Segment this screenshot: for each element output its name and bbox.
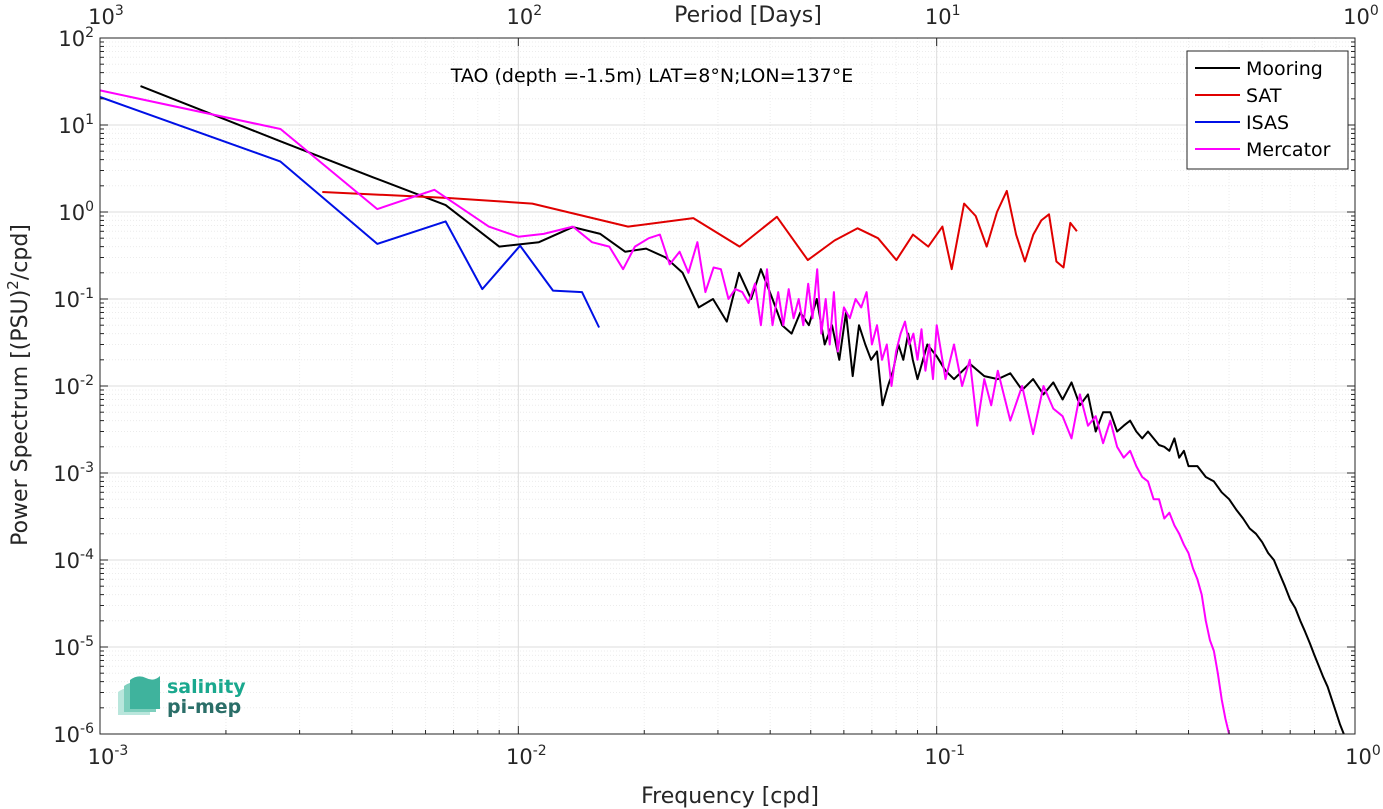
series-line-mooring <box>140 85 1345 735</box>
y-tick-label: 100 <box>58 199 94 225</box>
chart-annotation: TAO (depth =-1.5m) LAT=8°N;LON=137°E <box>450 65 854 87</box>
y-tick-label-base: 10 <box>53 375 80 399</box>
x-tick-label-exponent: -3 <box>114 743 128 759</box>
x-axis-label: Frequency [cpd] <box>641 784 819 809</box>
x-tick-label-base: 10 <box>88 745 115 769</box>
y-tick-label-exponent: -5 <box>80 634 94 650</box>
y-tick-label-base: 10 <box>58 27 85 51</box>
y-tick-label: 101 <box>58 112 94 138</box>
series-line-mercator <box>99 89 1231 735</box>
top-tick-label: 103 <box>88 3 124 29</box>
y-tick-label-exponent: -6 <box>80 721 94 737</box>
x-tick-label-exponent: -1 <box>951 743 965 759</box>
y-tick-label: 10-2 <box>53 373 94 399</box>
logo-text-salinity: salinity <box>167 676 246 698</box>
y-tick-label-exponent: 0 <box>85 199 94 215</box>
legend: Mooring SAT ISAS Mercator <box>1186 50 1349 170</box>
legend-label-sat: SAT <box>1246 85 1282 107</box>
series-line-sat <box>322 189 1078 271</box>
x-tick-label-base: 10 <box>506 745 533 769</box>
y-tick-label-base: 10 <box>53 636 80 660</box>
y-tick-label-exponent: -1 <box>80 286 94 302</box>
y-tick-label-base: 10 <box>53 288 80 312</box>
y-tick-label-exponent: 2 <box>85 25 94 41</box>
y-tick-label-exponent: -3 <box>80 460 94 476</box>
y-axis-label-exponent: 2 <box>4 280 22 290</box>
top-tick-label: 101 <box>925 3 961 29</box>
x-tick-label-base: 10 <box>1345 745 1372 769</box>
y-tick-label-exponent: -2 <box>80 373 94 389</box>
salinity-pi-mep-logo: salinity pi-mep <box>118 676 246 718</box>
tick-marks <box>99 37 1356 735</box>
x-tick-label: 10-2 <box>506 743 547 769</box>
top-tick-label-base: 10 <box>1343 5 1370 29</box>
top-tick-label: 102 <box>507 3 543 29</box>
y-tick-label: 10-5 <box>53 634 94 660</box>
legend-label-mercator: Mercator <box>1246 139 1331 161</box>
top-tick-label-base: 10 <box>925 5 952 29</box>
logo-text-pi-mep: pi-mep <box>167 696 241 718</box>
y-tick-label-base: 10 <box>58 114 85 138</box>
y-axis-label-unit: /cpd] <box>8 224 33 280</box>
top-x-axis-label: Period [Days] <box>674 3 822 28</box>
top-tick-label-exponent: 0 <box>1370 3 1379 19</box>
y-tick-label: 102 <box>58 25 94 51</box>
series-line-isas <box>99 96 601 328</box>
x-tick-label: 10-3 <box>88 743 129 769</box>
y-axis-label-main: Power Spectrum [(PSU) <box>8 290 33 546</box>
top-tick-label-exponent: 2 <box>533 3 542 19</box>
top-tick-label-exponent: 1 <box>952 3 961 19</box>
x-tick-label: 100 <box>1345 743 1381 769</box>
series-layer <box>99 85 1345 735</box>
top-tick-label-exponent: 3 <box>115 3 124 19</box>
y-tick-label: 10-4 <box>53 547 94 573</box>
x-tick-label-exponent: -2 <box>533 743 547 759</box>
y-tick-label-base: 10 <box>53 549 80 573</box>
y-tick-label-base: 10 <box>53 723 80 747</box>
y-tick-label-exponent: 1 <box>85 112 94 128</box>
x-tick-label-base: 10 <box>924 745 951 769</box>
x-tick-label: 10-1 <box>924 743 965 769</box>
legend-label-mooring: Mooring <box>1246 58 1323 80</box>
top-tick-label-base: 10 <box>88 5 115 29</box>
top-tick-label: 100 <box>1343 3 1379 29</box>
logo-waves-icon <box>118 676 160 715</box>
x-tick-label-exponent: 0 <box>1372 743 1381 759</box>
y-tick-label: 10-6 <box>53 721 94 747</box>
legend-label-isas: ISAS <box>1246 112 1289 134</box>
y-tick-label-base: 10 <box>58 201 85 225</box>
y-tick-label-base: 10 <box>53 462 80 486</box>
y-tick-label-exponent: -4 <box>80 547 94 563</box>
y-axis-label: Power Spectrum [(PSU)2/cpd] <box>4 224 33 546</box>
top-tick-label-base: 10 <box>507 5 534 29</box>
y-tick-label: 10-1 <box>53 286 94 312</box>
y-tick-label: 10-3 <box>53 460 94 486</box>
